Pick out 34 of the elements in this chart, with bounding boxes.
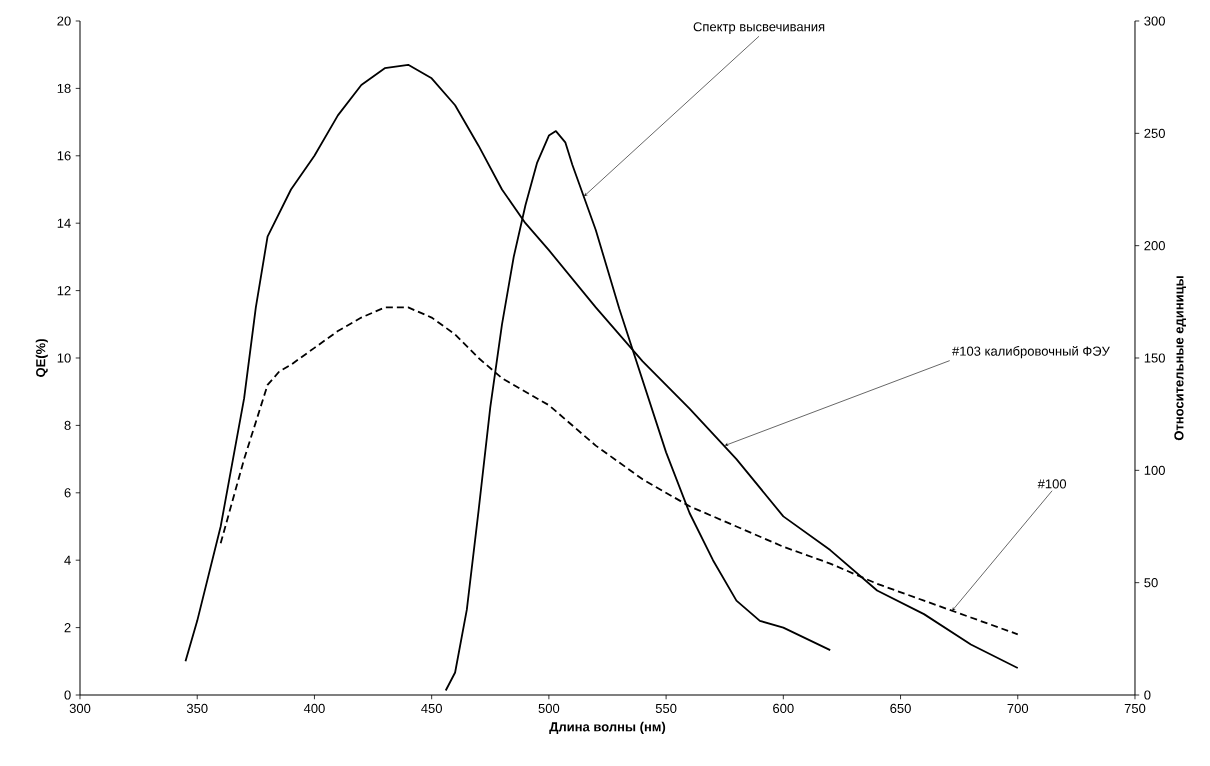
x-tick-label: 650 — [890, 703, 911, 713]
y2-tick-label: 300 — [1144, 16, 1165, 26]
y2-tick-label: 200 — [1144, 241, 1165, 251]
y-tick-label: 14 — [57, 218, 71, 228]
annotation: #100 — [1037, 479, 1067, 489]
y-tick-label: 18 — [57, 83, 71, 93]
x-tick-label: 450 — [421, 703, 442, 713]
annotation: #103 калибровочный ФЭУ — [952, 345, 1110, 359]
y-tick-label: 2 — [64, 623, 71, 633]
y-tick-label: 8 — [64, 420, 71, 430]
x-tick-label: 750 — [1124, 703, 1146, 713]
y-tick-label: 12 — [57, 286, 71, 296]
y-tick-label: 4 — [64, 555, 71, 565]
x-tick-label: 400 — [303, 703, 325, 713]
y-tick-label: 6 — [64, 488, 71, 498]
x-tick-label: 300 — [69, 703, 91, 713]
x-tick-label: 350 — [186, 703, 208, 713]
y2-axis-title: Относительные единицы — [1174, 276, 1186, 441]
x-tick-label: 500 — [538, 703, 560, 713]
y-tick-label: 10 — [57, 353, 71, 363]
y-tick-label: 20 — [57, 16, 71, 26]
y-axis-title: QE(%) — [35, 339, 48, 377]
y2-tick-label: 50 — [1144, 578, 1158, 588]
x-tick-label: 550 — [655, 703, 677, 713]
x-tick-label: 600 — [773, 703, 794, 713]
y2-tick-label: 100 — [1144, 465, 1165, 475]
y-tick-label: 0 — [64, 690, 71, 700]
annotation: Спектр высвечивания — [693, 22, 825, 34]
x-tick-label: 700 — [1007, 703, 1029, 713]
y2-tick-label: 0 — [1144, 690, 1151, 700]
y-tick-label: 16 — [57, 151, 71, 161]
y2-tick-label: 250 — [1144, 128, 1165, 138]
y2-tick-label: 150 — [1144, 353, 1165, 363]
x-axis-title: Длина волны (нм) — [549, 721, 666, 734]
